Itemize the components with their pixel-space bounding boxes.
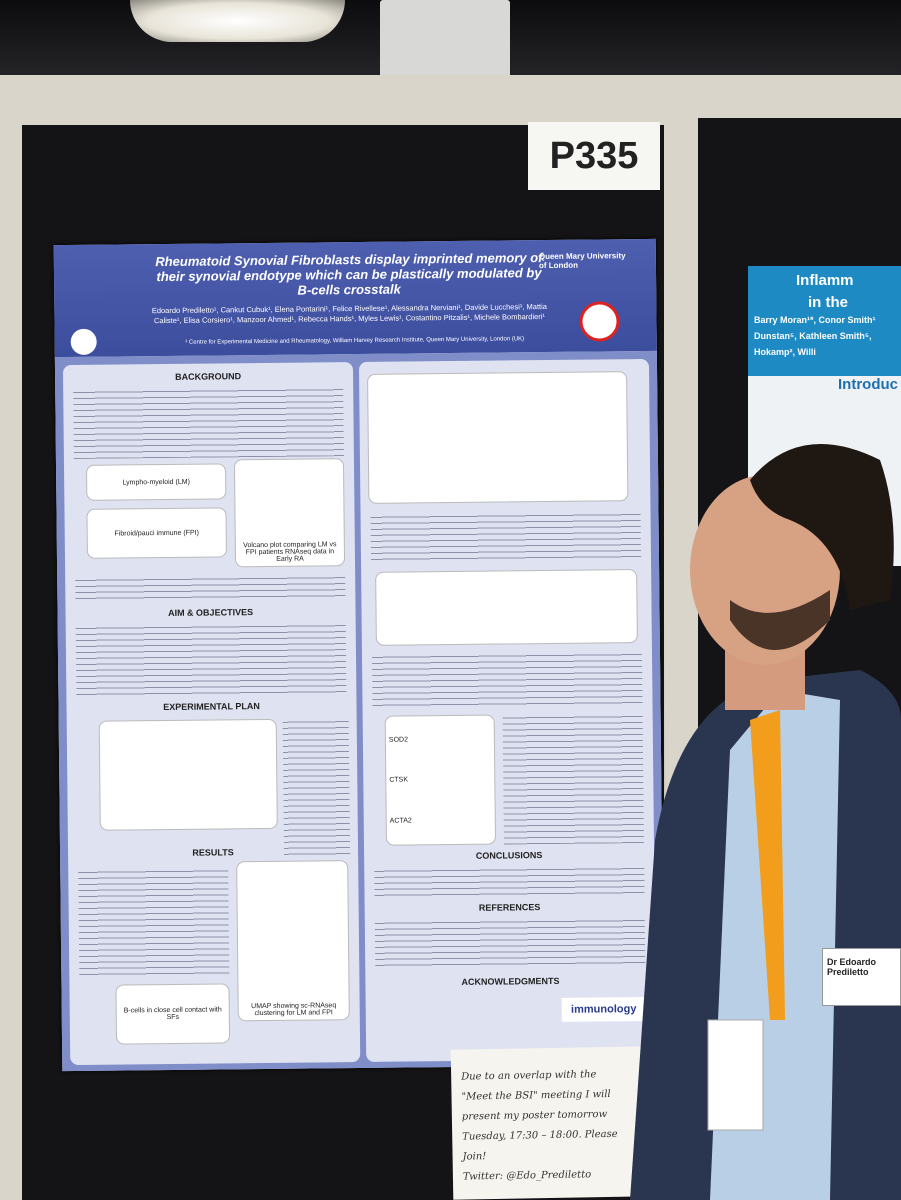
- poster-body: BACKGROUND Lympho-myeloid (LM) Fibroid/p…: [54, 350, 665, 1072]
- figure: B-cells in close cell contact with SFs: [115, 983, 231, 1045]
- poster: Rheumatoid Synovial Fibroblasts display …: [53, 238, 665, 1072]
- figure: [98, 718, 278, 831]
- portrait-logo: [70, 328, 97, 356]
- neighbour-authors: Barry Moran¹*, Conor Smith¹ Dunstan⁵, Ka…: [754, 315, 876, 357]
- conference-badge: [707, 1019, 764, 1131]
- neighbour-heading: Introduc: [838, 376, 898, 393]
- gene-label: CTSK: [389, 776, 409, 785]
- text-block: [73, 386, 344, 459]
- poster-affiliation: ¹ Centre for Experimental Medicine and R…: [185, 336, 525, 346]
- hair: [750, 444, 894, 610]
- poster-header: Rheumatoid Synovial Fibroblasts display …: [53, 238, 657, 358]
- text-block: [75, 574, 346, 601]
- projector: [380, 0, 510, 80]
- text-block: [78, 867, 230, 979]
- figure: [375, 569, 638, 646]
- neighbour-header: Inflamm in the Barry Moran¹*, Conor Smit…: [748, 266, 901, 376]
- board-label: P335: [528, 122, 660, 190]
- lamp: [130, 0, 345, 42]
- beard: [730, 590, 830, 650]
- figure: Lympho-myeloid (LM): [85, 463, 227, 501]
- person: [630, 444, 901, 1200]
- lanyard: [750, 710, 785, 1020]
- poster-authors: Edoardo Prediletto¹, Cankut Cubuk¹, Elen…: [151, 302, 548, 326]
- figure: SOD2 CTSK ACTA2: [384, 714, 496, 846]
- title-line: Inflamm: [796, 272, 854, 289]
- university-logo: Queen Mary University of London: [538, 251, 626, 271]
- figure: [367, 371, 629, 504]
- title-line: in the: [808, 294, 848, 311]
- name-badge: Dr Edoardo Prediletto: [822, 948, 901, 1006]
- poster-title: Rheumatoid Synovial Fibroblasts display …: [155, 250, 543, 298]
- text-block: [282, 718, 351, 857]
- text-block: [75, 622, 347, 697]
- gene-label: SOD2: [388, 736, 408, 744]
- figure: UMAP showing sc-RNAseq clustering for LM…: [236, 860, 350, 1022]
- figure: Volcano plot comparing LM vs FPI patient…: [233, 458, 346, 568]
- gene-label: ACTA2: [389, 817, 412, 825]
- no-photo-icon: [579, 301, 620, 342]
- figure: Fibroid/pauci immune (FPI): [86, 507, 227, 559]
- neighbour-title: Inflamm in the: [796, 270, 854, 314]
